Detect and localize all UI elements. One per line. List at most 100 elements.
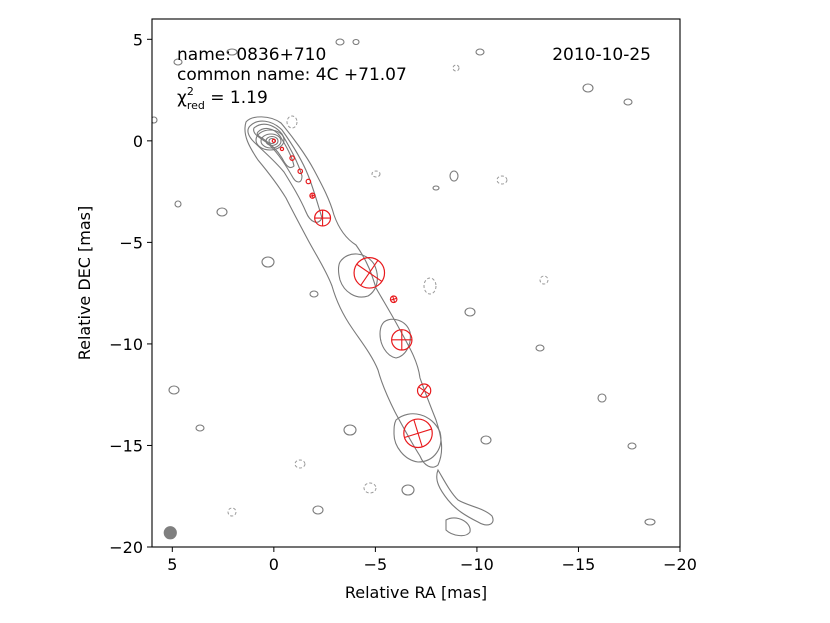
component-cross-minor [392,295,396,303]
chi-superscript: 2 [187,85,194,98]
noise-contour [226,48,238,56]
chi-value: = 1.19 [205,88,268,108]
noise-contour [352,38,360,46]
component-cross-minor [311,193,314,199]
model-component [314,209,332,227]
noise-contour [173,58,183,66]
noise-contour-negative [452,64,460,72]
noise-contour [195,424,205,432]
contour-jet-outer [244,116,443,468]
y-tick-label: −5 [119,233,143,252]
y-axis-label: Relative DEC [mas] [75,206,94,361]
x-tick-label: 0 [269,555,279,574]
common-name: common name: 4C +71.07 [177,65,407,85]
noise-contour [449,170,459,182]
y-tick-label: 5 [133,30,143,49]
noise-contour [644,518,656,526]
plot-frame [151,18,681,548]
noise-contour [432,185,440,191]
noise-contour [535,344,545,352]
component-circle [271,138,277,144]
component-cross-minor [419,384,429,397]
noise-contour [335,38,345,46]
noise-contour-negative [227,507,237,517]
x-tick-label: −20 [663,555,697,574]
noise-contour [627,442,637,450]
reduced-chi-squared: χ2 red = 1.19 [177,85,268,112]
component-circle [389,295,398,304]
y-tick-label: −15 [109,436,143,455]
contour-core-1 [255,129,285,151]
model-component [297,168,304,175]
noise-contour [168,385,180,395]
y-tick-label: −20 [109,538,143,557]
noise-contour [309,290,319,298]
noise-contour [312,505,324,515]
observation-date: 2010-10-25 [552,45,651,65]
x-axis: 5 0 −5 −10 −15 −20 [167,547,697,574]
noise-contour-negative [423,277,437,295]
model-component [289,155,295,161]
noise-contour-negative [496,175,508,185]
x-tick-label: −5 [364,555,388,574]
component-circle [403,418,433,449]
model-component [353,257,386,289]
contour-jet-4 [256,127,295,169]
contour-knot-b [379,318,411,359]
component-circle [309,192,316,199]
component-cross-minor [413,419,423,448]
noise-contour [401,484,415,496]
chi-subscript: red [187,99,205,112]
noise-contour-negative [371,170,381,178]
contour-knot-a [337,253,378,298]
noise-contour [464,307,476,317]
y-tick-label: −10 [109,335,143,354]
contour-jet-3 [253,123,303,183]
model-component [403,418,433,449]
noise-contour [475,48,485,56]
contour-tail-2 [445,517,471,537]
x-tick-label: −10 [460,555,494,574]
contour-knot-c [393,413,442,463]
x-axis-label: Relative RA [mas] [345,583,487,602]
noise-contours [152,38,656,526]
component-circle [289,155,295,161]
model-components [271,138,433,449]
x-tick-label: −15 [562,555,596,574]
noise-contour [174,200,182,208]
x-tick-label: 5 [167,555,177,574]
component-circle [279,146,285,152]
contour-jet-2 [247,120,323,223]
contour-core-2 [260,133,282,149]
model-component [279,146,285,152]
source-name: name: 0836+710 [177,45,326,65]
beam-layer [163,526,177,540]
model-component [416,383,432,398]
noise-contour [582,83,594,93]
noise-contour-negative [294,459,306,469]
model-component [391,329,413,351]
noise-contour [216,207,228,217]
noise-contour [480,435,492,445]
model-component [309,192,316,199]
noise-contour [597,393,607,403]
model-component [271,138,277,144]
noise-contour [343,424,357,436]
contour-map [152,38,656,540]
chi-symbol: χ [177,88,187,108]
component-circle [297,168,304,175]
noise-contour [261,256,275,268]
restoring-beam [163,526,177,540]
noise-contour [623,98,633,106]
noise-contour-negative [539,275,549,285]
model-component [305,178,312,185]
component-circle [353,257,386,289]
contour-tail [436,468,494,526]
model-component [389,295,398,304]
contour-core-3 [265,135,279,147]
noise-contour-negative [363,482,377,494]
noise-contour [152,116,158,124]
component-circle [416,383,432,398]
